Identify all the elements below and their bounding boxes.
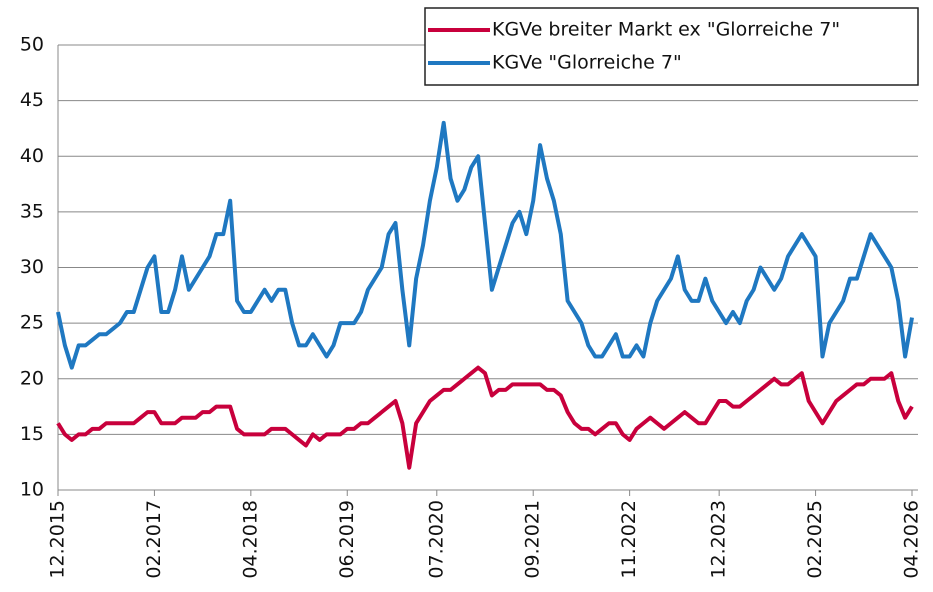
y-tick-label: 35 <box>20 200 44 222</box>
y-tick-label: 30 <box>20 256 44 278</box>
x-tick-label: 02.2025 <box>804 500 826 579</box>
x-tick-label: 11.2022 <box>618 500 640 579</box>
y-tick-label: 45 <box>20 89 44 111</box>
legend-label: KGVe breiter Markt ex "Glorreiche 7" <box>492 19 840 41</box>
y-tick-label: 40 <box>20 145 44 167</box>
y-tick-label: 50 <box>20 34 44 56</box>
x-tick-label: 02.2017 <box>143 500 165 579</box>
x-tick-label: 12.2023 <box>708 500 730 579</box>
x-tick-label: 12.2015 <box>47 500 69 579</box>
x-tick-label: 06.2019 <box>336 500 358 579</box>
legend-box <box>424 7 919 86</box>
y-tick-label: 10 <box>20 479 44 501</box>
x-tick-label: 07.2020 <box>425 500 447 579</box>
x-tick-label: 09.2021 <box>522 500 544 579</box>
series-line <box>56 365 914 470</box>
y-tick-label: 25 <box>20 312 44 334</box>
y-tick-label: 20 <box>20 367 44 389</box>
x-tick-label: 04.2026 <box>901 500 923 579</box>
series-line <box>56 120 914 370</box>
legend-label: KGVe "Glorreiche 7" <box>492 52 682 74</box>
y-tick-label: 15 <box>20 423 44 445</box>
x-tick-label: 04.2018 <box>239 500 261 579</box>
